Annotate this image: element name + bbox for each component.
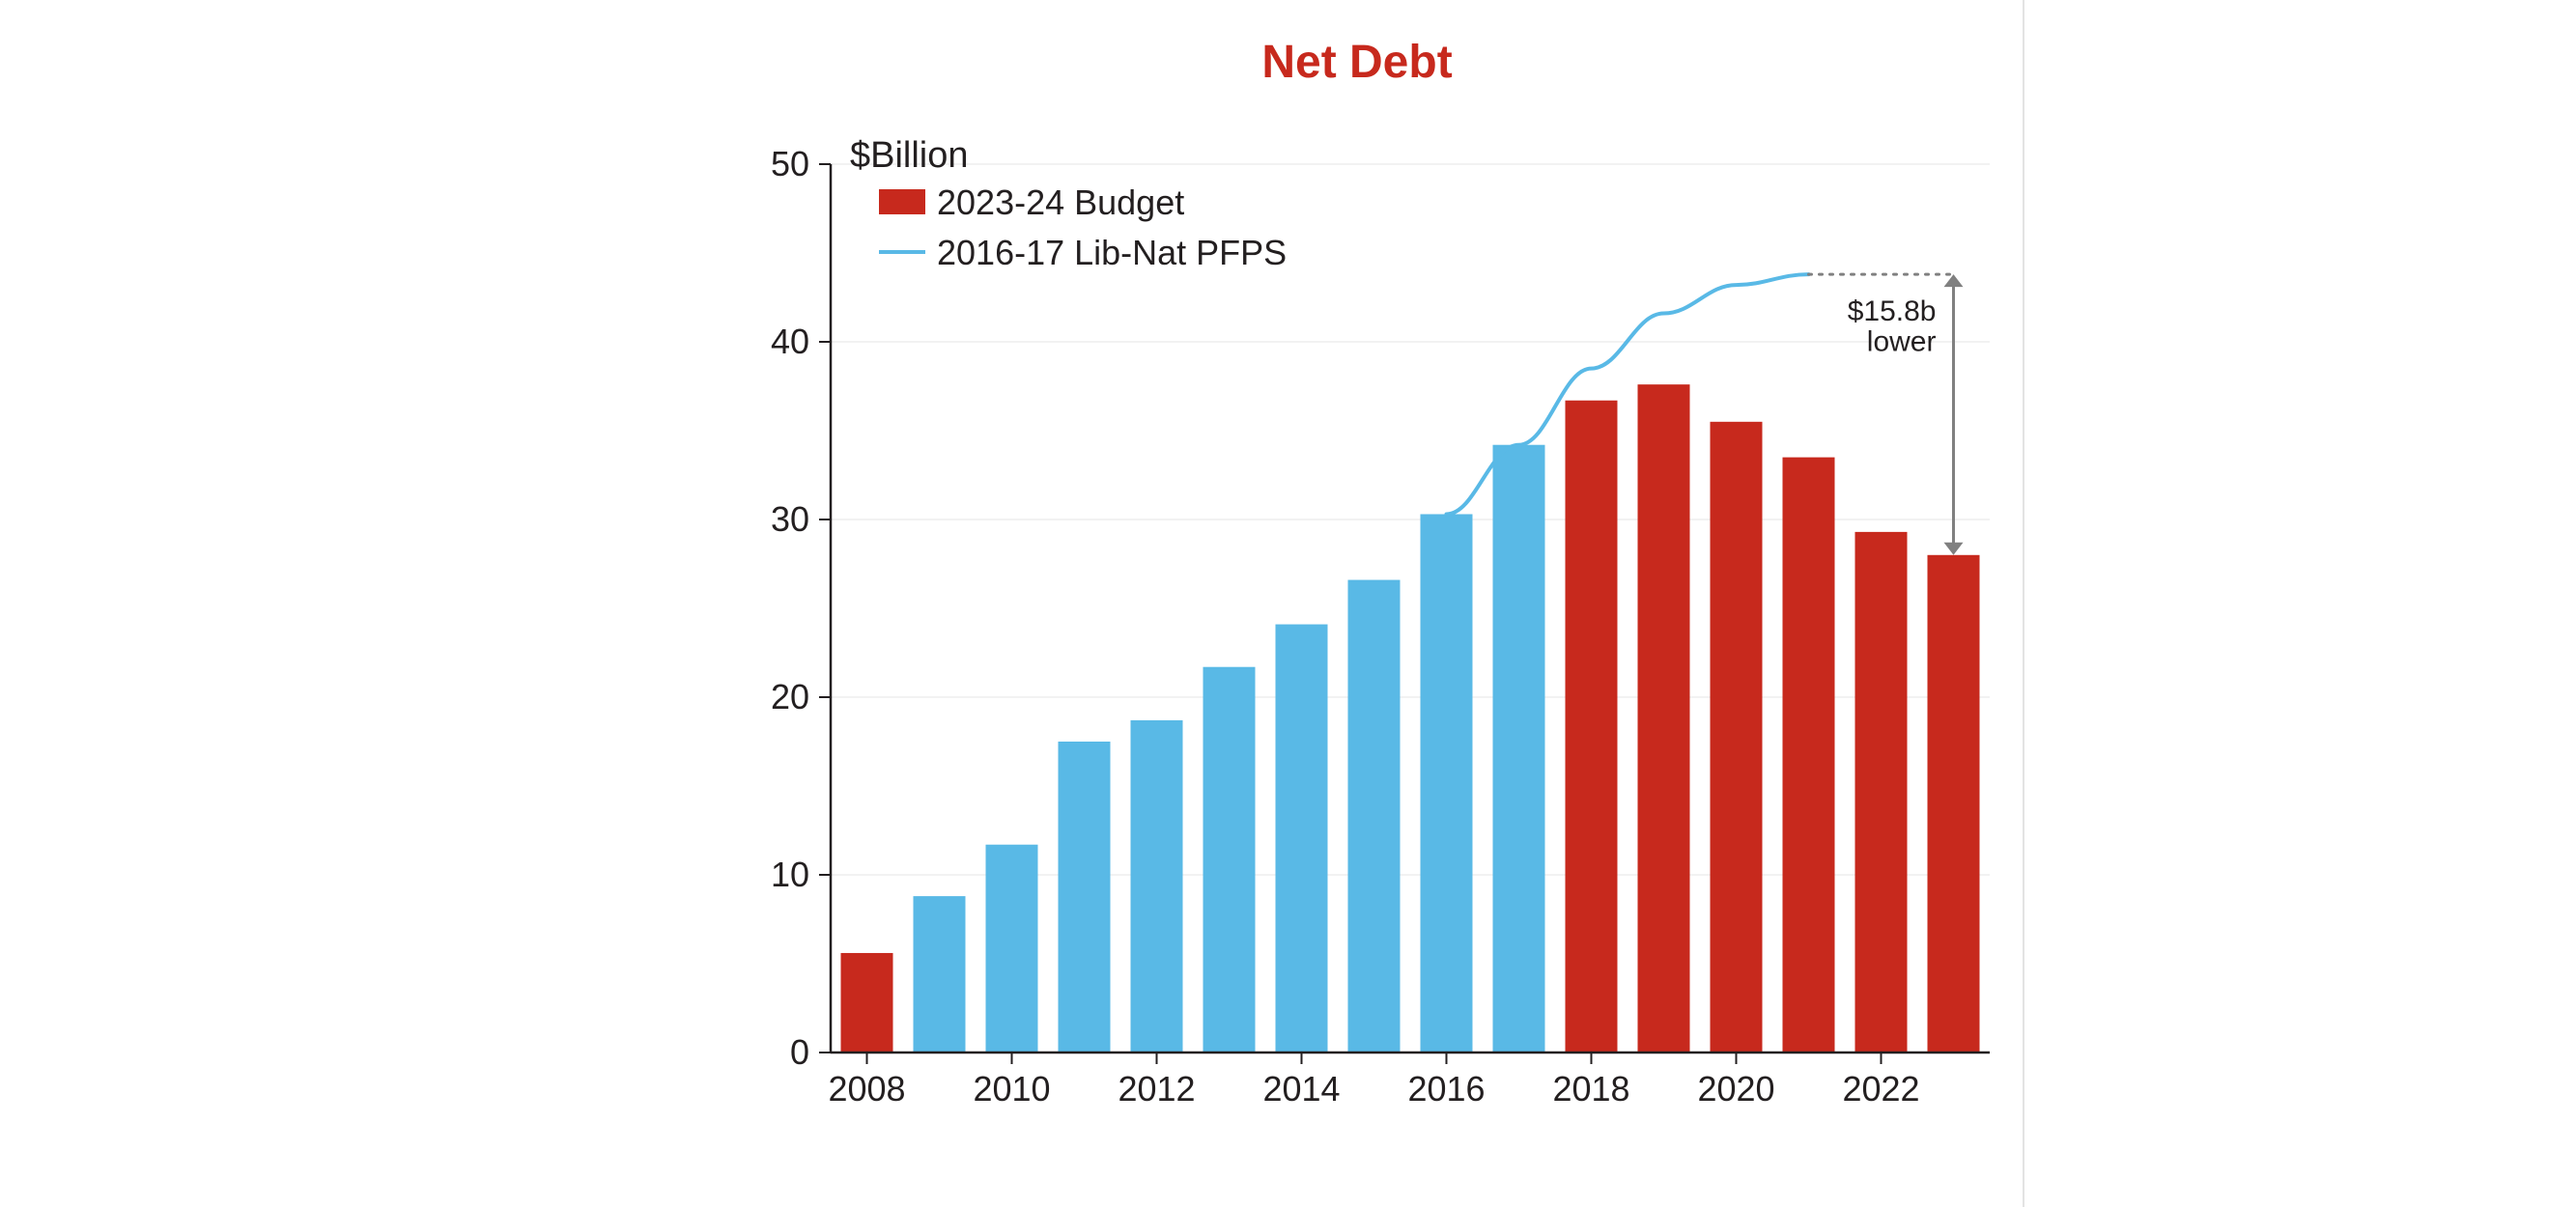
bar	[1783, 458, 1835, 1053]
bar	[1059, 742, 1111, 1053]
x-tick-label: 2022	[1842, 1069, 1919, 1109]
bar	[1566, 401, 1618, 1053]
y-tick-label: 50	[771, 144, 809, 183]
bar	[1348, 580, 1401, 1053]
y-tick-label: 20	[771, 677, 809, 716]
bar	[1493, 445, 1545, 1053]
bar	[986, 845, 1038, 1053]
bar	[1203, 667, 1256, 1053]
y-tick-label: 0	[790, 1032, 809, 1072]
bar	[1855, 532, 1908, 1053]
bar	[1276, 625, 1328, 1053]
x-tick-label: 2008	[828, 1069, 905, 1109]
legend-item: 2016-17 Lib-Nat PFPS	[879, 233, 1287, 272]
y-axis-unit: $Billion	[850, 135, 969, 176]
x-tick-label: 2020	[1697, 1069, 1774, 1109]
legend-swatch-icon	[879, 189, 925, 214]
x-tick-label: 2018	[1552, 1069, 1629, 1109]
diff-label: $15.8blower	[1848, 295, 1937, 358]
bar	[841, 953, 893, 1053]
bar	[1928, 555, 1980, 1053]
y-tick-label: 40	[771, 322, 809, 361]
legend: 2023-24 Budget 2016-17 Lib-Nat PFPS	[879, 182, 1287, 272]
bar	[1711, 422, 1763, 1053]
y-tick-label: 30	[771, 499, 809, 539]
bar	[914, 896, 966, 1053]
net-debt-chart: Net Debt 0 10 20 30 40 50 $Billion 2008 2010 2012 2…	[0, 0, 2576, 1207]
chart-title: Net Debt	[1261, 37, 1452, 88]
x-tick-label: 2016	[1407, 1069, 1485, 1109]
legend-item: 2023-24 Budget	[879, 182, 1184, 222]
legend-label: 2016-17 Lib-Nat PFPS	[937, 233, 1287, 272]
x-tick-label: 2014	[1262, 1069, 1340, 1109]
legend-label: 2023-24 Budget	[937, 182, 1184, 222]
bar	[1638, 384, 1690, 1053]
x-tick-label: 2010	[973, 1069, 1050, 1109]
bar	[1131, 720, 1183, 1053]
plot-area: 0 10 20 30 40 50 $Billion 2008 2010 2012 2014 2016 2…	[771, 135, 1990, 1109]
arrowhead-icon	[1944, 274, 1964, 287]
arrowhead-icon	[1944, 543, 1964, 555]
y-tick-label: 10	[771, 855, 809, 894]
chart-panel: Net Debt 0 10 20 30 40 50 $Billion 2008 2010 2012 2…	[771, 37, 1990, 1109]
x-tick-label: 2012	[1118, 1069, 1195, 1109]
bar	[1421, 514, 1473, 1053]
